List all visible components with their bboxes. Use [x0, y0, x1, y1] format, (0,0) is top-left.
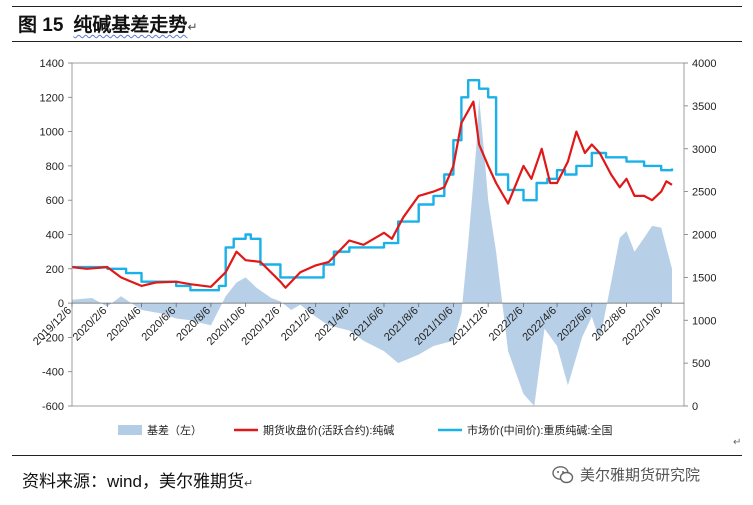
source-rule [12, 455, 742, 456]
figure-subtitle: 纯碱基差走势 [73, 15, 188, 36]
left-tick-label: 0 [58, 298, 64, 310]
step-series [72, 79, 674, 292]
wechat-icon [552, 465, 574, 483]
source-note: 资料来源：wind，美尔雅期货↵ [22, 467, 253, 492]
left-tick-label: 1400 [40, 58, 64, 70]
left-tick-label: 1000 [40, 127, 64, 139]
right-tick-label: 1500 [692, 272, 716, 284]
right-tick-label: 3000 [692, 144, 716, 156]
right-tick-label: 1000 [692, 315, 716, 327]
right-tick-label: 4000 [692, 58, 716, 70]
right-tick-label: 500 [692, 358, 710, 370]
left-tick-label: -600 [42, 401, 64, 413]
basis-chart: -600 -400 -200 0 200 400 600 800 1000 1200 1400 0 5… [31, 58, 716, 437]
left-tick-label: -400 [42, 367, 64, 379]
right-axis: 0 500 1000 1500 2000 2500 3000 3500 4000 [684, 58, 716, 413]
area-series [72, 97, 672, 407]
legend-label-spot: 市场价(中间价):重质纯碱:全国 [467, 423, 612, 437]
top-rule [12, 6, 742, 7]
right-tick-label: 3500 [692, 101, 716, 113]
legend: 基差（左） 期货收盘价(活跃合约):纯碱 市场价(中间价):重质纯碱:全国 [118, 423, 612, 437]
legend-swatch-basis [118, 425, 142, 435]
paragraph-mark-icon: ↵ [243, 478, 254, 490]
title-rule [12, 41, 742, 42]
left-axis: -600 -400 -200 0 200 400 600 800 1000 1200 1400 [40, 58, 72, 413]
left-tick-label: 200 [46, 264, 64, 276]
paragraph-mark-icon: ↵ [187, 20, 198, 34]
watermark: 美尔雅期货研究院 [552, 464, 700, 485]
left-tick-label: 1200 [40, 92, 64, 104]
left-tick-label: 600 [46, 195, 64, 207]
basis-area [72, 97, 672, 407]
x-tick-label: 2020/2/6 [71, 305, 110, 344]
plot-frame [71, 62, 685, 407]
x-tick-label: 2020/12/6 [239, 305, 282, 348]
left-tick-label: 800 [46, 161, 64, 173]
zero-axis [71, 62, 685, 407]
left-tick-label: -200 [42, 332, 64, 344]
paragraph-mark-icon: ↵ [733, 437, 742, 448]
right-tick-label: 2000 [692, 230, 716, 242]
figure-label: 图 15 [18, 15, 64, 36]
right-tick-label: 2500 [692, 187, 716, 199]
x-tick-label: 2020/4/6 [105, 305, 144, 344]
figure-title: 图 15 纯碱基差走势↵ [18, 10, 198, 37]
x-tick-label: 2021/2/6 [279, 305, 318, 344]
watermark-text: 美尔雅期货研究院 [580, 467, 701, 484]
source-text: 资料来源：wind，美尔雅期货 [22, 472, 244, 491]
legend-label-futures: 期货收盘价(活跃合约):纯碱 [263, 423, 394, 437]
line-series [71, 100, 673, 289]
x-tick-label: 2022/10/6 [620, 305, 663, 348]
right-tick-label: 0 [692, 401, 698, 413]
futures-price-line [71, 100, 673, 289]
legend-label-basis: 基差（左） [147, 423, 202, 437]
spot-price-line [72, 79, 674, 292]
left-tick-label: 400 [46, 230, 64, 242]
